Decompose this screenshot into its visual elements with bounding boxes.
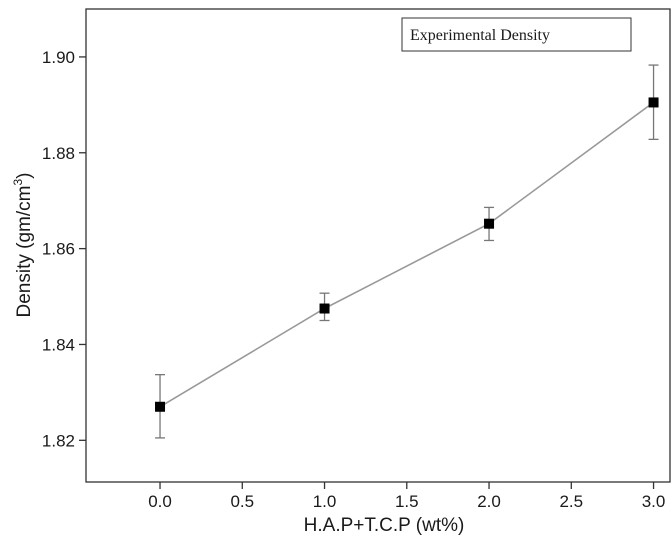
x-tick-label: 3.0 — [642, 492, 666, 511]
y-tick-label: 1.86 — [42, 240, 75, 259]
y-axis-title-superscript: 3 — [11, 179, 25, 186]
series-layer — [155, 64, 659, 439]
data-point-marker — [155, 401, 166, 412]
data-point-marker — [319, 303, 330, 314]
legend-box — [401, 17, 632, 52]
x-axis-title: H.A.P+T.C.P (wt%) — [304, 515, 465, 536]
x-axis-ticks: 0.0 0.5 1.0 1.5 2.0 2.5 3.0 — [148, 482, 665, 511]
y-axis-title: Density (gm/cm3) — [11, 173, 35, 318]
y-axis-title-main: Density (gm/cm — [14, 186, 35, 318]
x-tick-label: 0.0 — [148, 492, 172, 511]
x-tick-label: 2.0 — [477, 492, 501, 511]
legend-entry: Experimental Density — [410, 27, 550, 44]
y-tick-label: 1.82 — [42, 431, 75, 450]
x-tick-label: 2.5 — [559, 492, 583, 511]
data-point-marker — [648, 97, 659, 108]
data-point-marker — [484, 218, 495, 229]
plot-frame — [85, 8, 671, 483]
y-tick-label: 1.88 — [42, 144, 75, 163]
x-tick-label: 1.0 — [313, 492, 337, 511]
y-axis-title-suffix: ) — [14, 173, 35, 179]
legend: Experimental Density — [401, 17, 632, 52]
y-tick-label: 1.90 — [42, 48, 75, 67]
series-line — [159, 101, 654, 408]
x-tick-label: 1.5 — [395, 492, 419, 511]
y-tick-label: 1.84 — [42, 335, 75, 354]
y-axis-ticks: 1.82 1.84 1.86 1.88 1.90 — [42, 48, 86, 450]
x-tick-label: 0.5 — [230, 492, 254, 511]
